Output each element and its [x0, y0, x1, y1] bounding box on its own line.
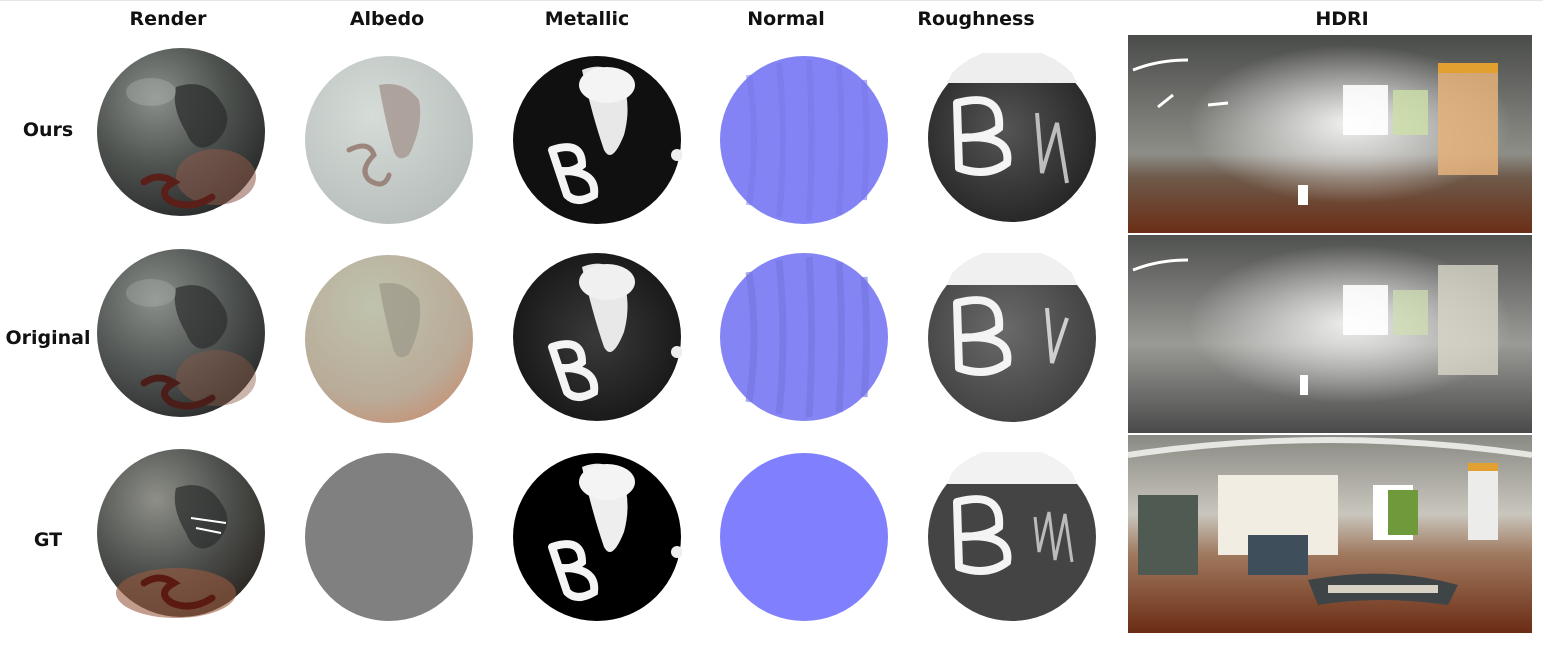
albedo-original-sphere — [304, 254, 474, 424]
metallic-original-sphere — [512, 252, 682, 422]
render-gt-sphere — [96, 448, 266, 618]
hdri-original — [1128, 235, 1532, 433]
header-roughness: Roughness — [917, 8, 1035, 30]
metallic-ours-sphere — [512, 55, 682, 225]
header-hdri: HDRI — [1315, 8, 1369, 30]
render-ours-sphere — [96, 47, 266, 217]
header-albedo: Albedo — [349, 8, 425, 30]
render-original-sphere — [96, 248, 266, 418]
top-divider — [0, 0, 1543, 1]
roughness-ours-sphere — [927, 53, 1097, 223]
row-label-gt: GT — [33, 529, 63, 551]
header-metallic: Metallic — [544, 8, 630, 30]
normal-original-sphere — [719, 252, 889, 422]
row-label-ours: Ours — [22, 119, 74, 141]
albedo-ours-sphere — [304, 55, 474, 225]
header-render: Render — [129, 8, 207, 30]
header-normal: Normal — [747, 8, 825, 30]
normal-gt-sphere — [719, 452, 889, 622]
roughness-gt-sphere — [927, 452, 1097, 622]
row-label-original: Original — [5, 327, 91, 349]
hdri-gt — [1128, 435, 1532, 633]
hdri-ours — [1128, 35, 1532, 233]
albedo-gt-sphere — [304, 452, 474, 622]
metallic-gt-sphere — [512, 452, 682, 622]
normal-ours-sphere — [719, 55, 889, 225]
roughness-original-sphere — [927, 253, 1097, 423]
